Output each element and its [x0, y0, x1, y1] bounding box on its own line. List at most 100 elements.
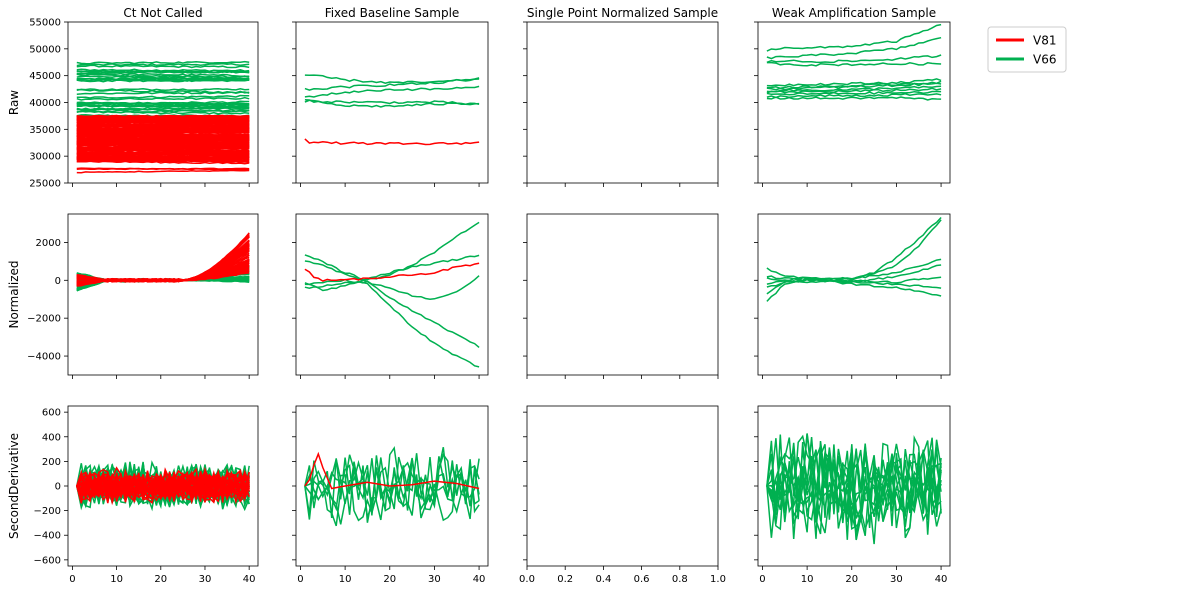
series-line-v81	[76, 128, 250, 132]
x-tick-label: 30	[890, 574, 903, 585]
series-line-v81	[76, 138, 250, 142]
series-group	[766, 433, 942, 545]
series-line-v66	[766, 90, 942, 96]
y-tick-label: −400	[34, 531, 61, 542]
series-line-v66	[76, 60, 250, 65]
series-group	[766, 23, 942, 101]
series-line-v66	[766, 61, 942, 67]
series-line-v81	[76, 129, 250, 134]
x-tick-label: 0.2	[557, 574, 573, 585]
series-line-v81	[76, 240, 250, 283]
y-tick-label: −2000	[27, 314, 61, 325]
series-group	[304, 221, 480, 368]
subplot-r1-c1	[292, 213, 489, 379]
series-line-v81	[76, 145, 250, 150]
axes-frame	[757, 213, 951, 376]
x-tick-label: 20	[845, 574, 858, 585]
series-line-v81	[76, 159, 250, 164]
y-axis-label-0: Raw	[7, 90, 21, 115]
x-tick-label: 20	[383, 574, 396, 585]
series-line-v81	[76, 116, 250, 121]
subplot-r0-c3: Weak Amplification Sample	[754, 6, 951, 187]
y-tick-label: 0	[55, 482, 61, 493]
axes-frame	[295, 213, 489, 376]
series-line-v66	[304, 260, 480, 348]
legend-frame	[987, 26, 1067, 73]
y-axis-label-1: Normalized	[7, 260, 21, 328]
column-title-0: Ct Not Called	[123, 6, 202, 20]
y-tick-label: 600	[42, 408, 61, 419]
series-line-v66	[766, 277, 942, 302]
series-line-v66	[76, 75, 250, 81]
x-tick-label: 0.6	[634, 574, 650, 585]
subplot-r2-c2: 0.0 0.2 0.4 0.6 0.8 1.0	[519, 405, 726, 585]
subplot-r1-c0: −4000 −2000 0 2000	[27, 213, 259, 379]
y-axis-label-2: SecondDerivative	[7, 433, 21, 539]
x-tick-label: 10	[110, 574, 123, 585]
y-tick-label: −4000	[27, 352, 61, 363]
x-tick-label: 1.0	[710, 574, 726, 585]
x-tick-label: 40	[473, 574, 486, 585]
axes-frame	[67, 213, 259, 376]
series-group	[76, 460, 250, 512]
series-group	[766, 216, 942, 302]
series-line-v66	[304, 278, 480, 368]
series-line-v81	[76, 115, 250, 119]
column-title-1: Fixed Baseline Sample	[325, 6, 460, 20]
series-line-v66	[304, 254, 480, 292]
subplot-r2-c1: 0 10 20 30 40	[292, 405, 489, 585]
subplot-r1-c3	[754, 213, 951, 379]
series-line-v81	[76, 123, 250, 128]
series-line-v81	[76, 119, 250, 125]
column-title-3: Weak Amplification Sample	[772, 6, 936, 20]
series-line-v66	[766, 78, 942, 87]
y-tick-label: 30000	[29, 152, 61, 163]
series-line-v66	[766, 85, 942, 93]
series-line-v66	[304, 452, 480, 516]
series-line-v81	[76, 148, 250, 152]
series-line-v81	[76, 117, 250, 123]
x-tick-label: 10	[801, 574, 814, 585]
y-tick-label: −200	[34, 506, 61, 517]
x-tick-label: 0.4	[595, 574, 611, 585]
series-line-v81	[76, 467, 250, 503]
x-tick-label: 40	[935, 574, 948, 585]
y-tick-label: 2000	[36, 238, 61, 249]
series-line-v66	[304, 457, 480, 527]
series-group	[76, 232, 250, 292]
series-group	[76, 60, 250, 174]
series-line-v81	[76, 150, 250, 154]
series-line-v81	[76, 154, 250, 159]
series-line-v66	[766, 96, 942, 101]
y-tick-label: 400	[42, 432, 61, 443]
series-line-v66	[304, 275, 480, 300]
series-line-v66	[304, 85, 480, 98]
series-line-v66	[76, 64, 250, 69]
series-line-v66	[76, 78, 250, 82]
series-line-v66	[76, 100, 250, 105]
series-line-v66	[76, 62, 250, 67]
series-line-v66	[304, 77, 480, 91]
series-line-v81	[76, 151, 250, 156]
series-line-v81	[304, 138, 480, 146]
series-line-v81	[76, 468, 250, 503]
axes-frame	[526, 405, 719, 567]
subplot-r2-c0: −600 −400 −200 0 200 400 600 0 10 20 30 40	[34, 405, 259, 585]
series-line-v66	[766, 87, 942, 94]
x-tick-label: 0	[297, 574, 303, 585]
y-tick-label: 25000	[29, 179, 61, 190]
x-tick-label: 30	[199, 574, 212, 585]
legend-label-v81: V81	[1033, 34, 1056, 48]
x-tick-label: 0	[69, 574, 75, 585]
series-line-v66	[304, 98, 480, 108]
series-line-v66	[766, 433, 942, 535]
series-line-v66	[76, 94, 250, 99]
legend-label-v66: V66	[1033, 53, 1056, 67]
series-line-v66	[76, 88, 250, 94]
subplot-r2-c3: 0 10 20 30 40	[754, 405, 951, 585]
series-line-v66	[304, 456, 480, 514]
series-line-v66	[304, 221, 480, 281]
series-group	[304, 74, 480, 146]
